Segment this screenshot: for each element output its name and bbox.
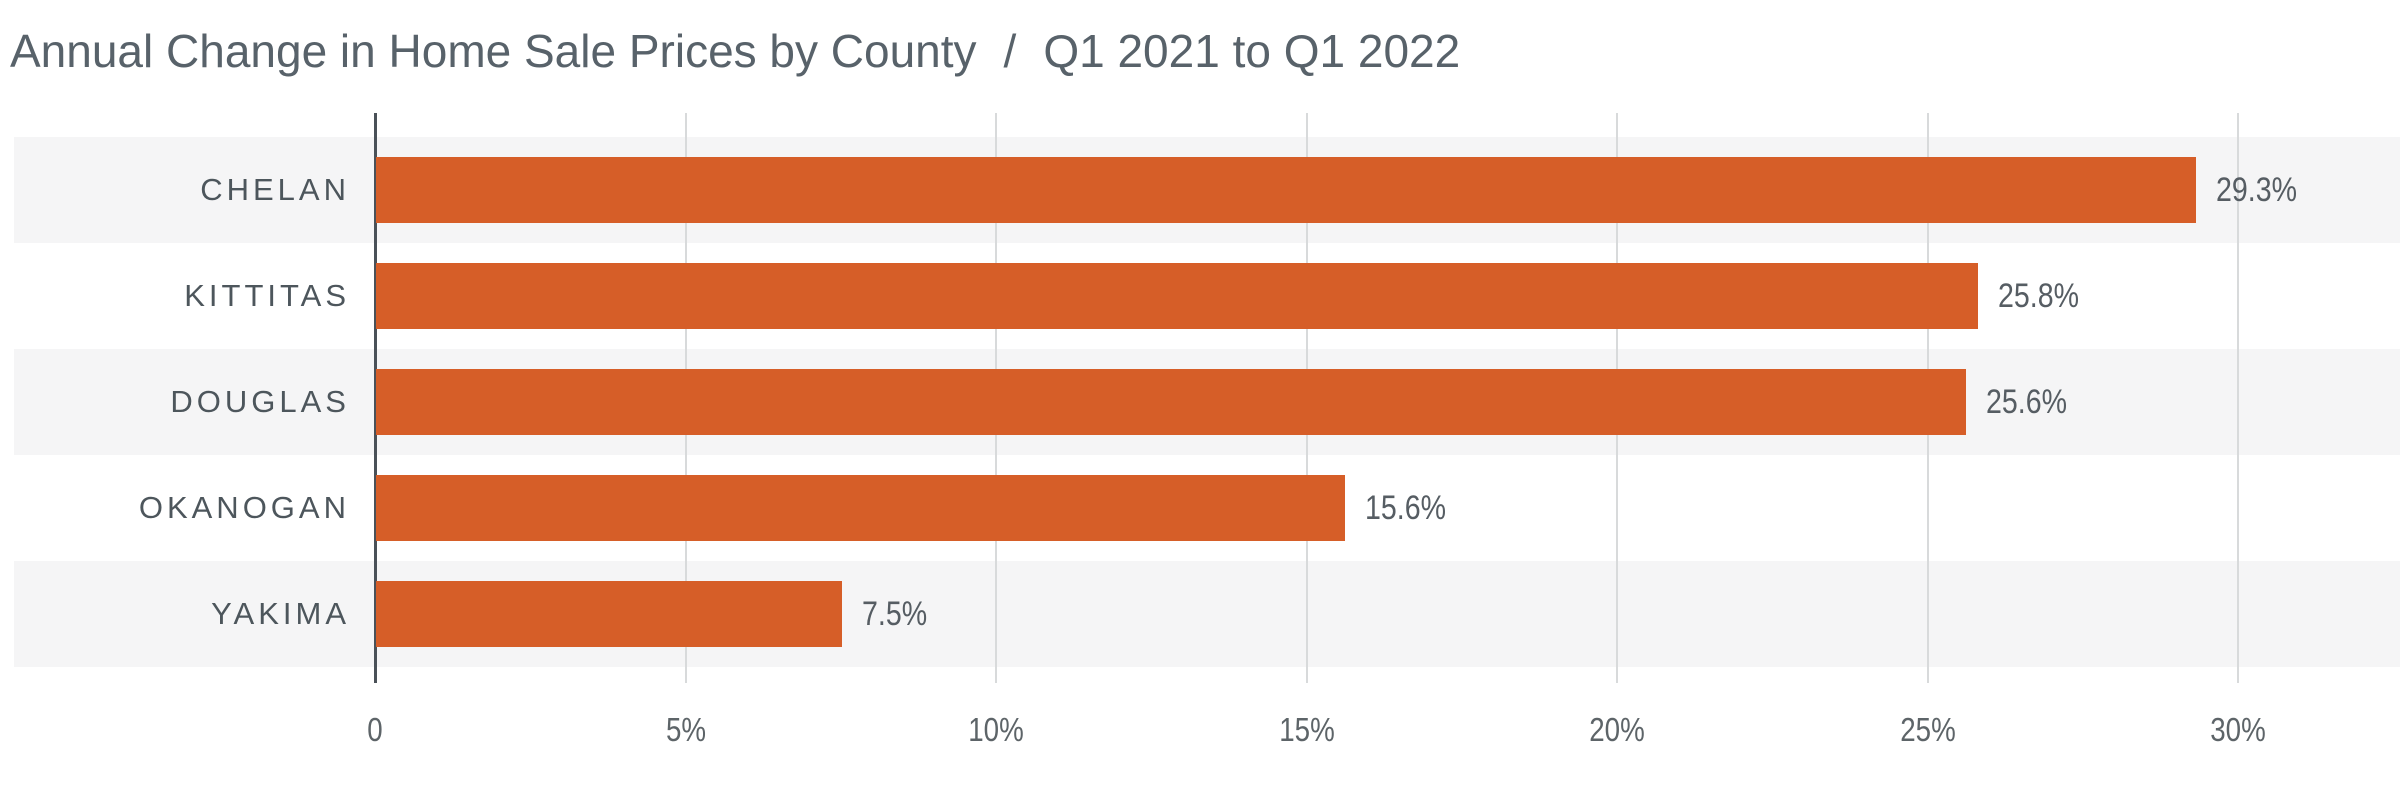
category-label-yakima: YAKIMA <box>211 596 350 631</box>
bar-okanogan <box>376 475 1345 541</box>
value-label-douglas: 25.6% <box>1985 383 2067 421</box>
x-tick-label-5: 5% <box>665 711 706 748</box>
x-tick-label-0: 0 <box>367 711 383 748</box>
gridline-30pct <box>2237 113 2239 683</box>
category-label-douglas: DOUGLAS <box>170 384 350 419</box>
x-tick-label-30: 30% <box>2210 711 2266 748</box>
x-tick-label-15: 15% <box>1278 711 1335 748</box>
value-label-kittitas: 25.8% <box>1998 277 2080 315</box>
chart-title-separator: / <box>1003 25 1017 77</box>
y-axis-line <box>373 113 377 683</box>
value-label-yakima: 7.5% <box>861 595 927 633</box>
x-tick-label-10: 10% <box>968 711 1024 748</box>
bar-chelan <box>376 157 2196 223</box>
value-label-chelan: 29.3% <box>2215 171 2297 209</box>
bar-yakima <box>376 581 842 647</box>
chart-title-period: Q1 2021 to Q1 2022 <box>1043 25 1461 77</box>
row-stripe-yakima <box>14 561 2400 667</box>
x-tick-label-25: 25% <box>1899 711 1956 748</box>
value-label-okanogan: 15.6% <box>1364 489 1446 527</box>
x-tick-label-20: 20% <box>1589 711 1645 748</box>
chart-title: Annual Change in Home Sale Prices by Cou… <box>10 24 1460 78</box>
chart-title-main: Annual Change in Home Sale Prices by Cou… <box>10 25 977 77</box>
bar-kittitas <box>376 263 1979 329</box>
bar-douglas <box>376 369 1966 435</box>
category-label-okanogan: OKANOGAN <box>138 490 350 525</box>
category-label-kittitas: KITTITAS <box>184 278 350 313</box>
category-label-chelan: CHELAN <box>200 172 350 207</box>
